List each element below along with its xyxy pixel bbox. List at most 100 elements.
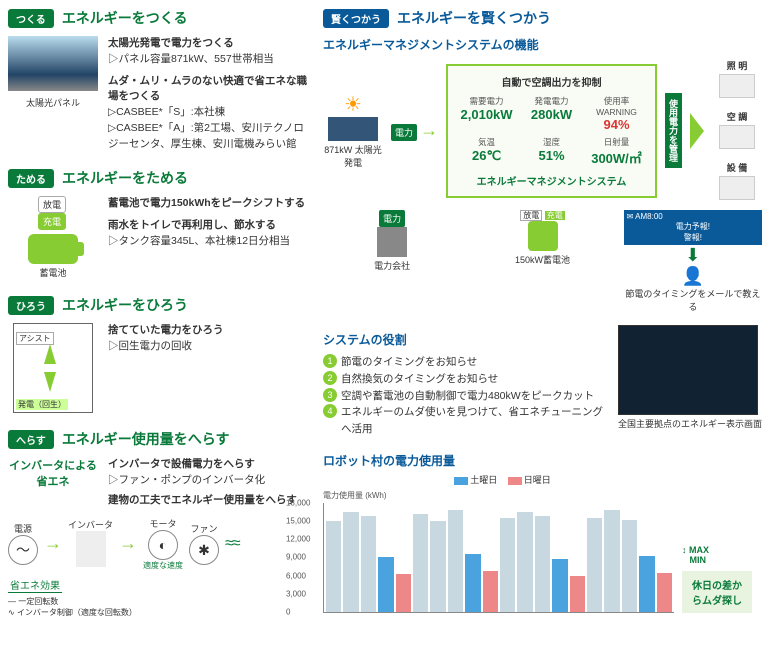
r1: 節電のタイミングをお知らせ bbox=[341, 354, 477, 371]
role-num: 3 bbox=[323, 388, 337, 402]
bar bbox=[604, 510, 619, 612]
r4: エネルギーのムダ使いを見つけて、省エネチューニングへ活用 bbox=[341, 404, 608, 438]
bar bbox=[587, 518, 602, 612]
equipment-icon bbox=[719, 176, 755, 200]
c3l: 使用率 WARNING bbox=[586, 95, 647, 117]
c1v: 2,010kW bbox=[456, 107, 517, 122]
crane-image: アシスト 発電（回生） bbox=[13, 323, 93, 413]
b2a: 放電 bbox=[520, 210, 542, 221]
d-motor-label: モータ bbox=[143, 517, 183, 530]
ems-title: エネルギーマネジメントシステムの機能 bbox=[323, 36, 762, 53]
bar bbox=[430, 521, 445, 612]
tsukuru-line2: ▷パネル容量871kW、557世帯相当 bbox=[108, 52, 307, 68]
solar-mini-image bbox=[328, 117, 378, 141]
mail-box: ✉ AM8:00 電力予報! 警報! bbox=[624, 210, 762, 245]
bar bbox=[517, 512, 532, 612]
wave-icon: ≈≈ bbox=[225, 535, 239, 553]
solar-panel-image bbox=[8, 36, 98, 91]
o1: 照 明 bbox=[719, 59, 755, 72]
section-tsukuru: つくる エネルギーをつくる 太陽光パネル 太陽光発電で電力をつくる ▷パネル容量… bbox=[8, 8, 307, 152]
herasu-side-label: インバータによる省エネ bbox=[8, 457, 98, 489]
fan-icon: ✱ bbox=[189, 535, 219, 565]
bar bbox=[465, 554, 480, 612]
arrow-icon: → bbox=[420, 120, 438, 140]
ac-icon bbox=[719, 125, 755, 149]
herasu-diagram: 電源 〜 → インバータ → モータ ◐ 適度な速度 ファン ✱ bbox=[8, 517, 307, 618]
power-icon: 〜 bbox=[8, 535, 38, 565]
arrow-icon: → bbox=[44, 533, 62, 554]
herasu-line3: 建物の工夫でエネルギー使用量をへらす bbox=[108, 493, 307, 509]
d-fan-label: ファン bbox=[189, 522, 219, 535]
c6v: 300W/㎡ bbox=[586, 148, 647, 167]
c2v: 280kW bbox=[521, 107, 582, 122]
bar bbox=[657, 573, 672, 612]
badge-tsukuru: つくる bbox=[8, 9, 54, 28]
d-speed: 適度な速度 bbox=[143, 560, 183, 571]
c4l: 気温 bbox=[456, 136, 517, 148]
company-icon bbox=[377, 227, 407, 257]
chart-title: ロボット村の電力使用量 bbox=[323, 452, 762, 469]
roles-title: システムの役割 bbox=[323, 331, 608, 348]
hirou-line1: 捨てていた電力をひろう bbox=[108, 323, 307, 339]
section-tameru: ためる エネルギーをためる 放電 充電 蓄電池 蓄電池で電力150kWhをピーク… bbox=[8, 168, 307, 279]
ems-solar-label: 871kW 太陽光発電 bbox=[323, 143, 383, 169]
hirou-line2: ▷回生電力の回收 bbox=[108, 339, 307, 355]
mail3: 警報! bbox=[627, 232, 759, 243]
battery-small-icon bbox=[528, 221, 558, 251]
c5l: 湿度 bbox=[521, 136, 582, 148]
y-axis-title: 電力使用量 (kWh) bbox=[323, 490, 674, 501]
d-ctrl: インバータ制御（適度な回転数） bbox=[17, 608, 137, 617]
badge-herasu: へらす bbox=[8, 430, 54, 449]
big-arrow-icon bbox=[690, 113, 704, 149]
bar bbox=[396, 574, 411, 612]
min-label: MIN bbox=[690, 555, 707, 565]
max-label: MAX bbox=[689, 545, 709, 555]
bar bbox=[326, 521, 341, 612]
tsukuru-line5: ▷CASBEE*「A」:第2工場、安川テクノロジーセンタ、厚生棟、安川電機みらい… bbox=[108, 121, 307, 153]
discharge-tag: 放電 bbox=[38, 196, 66, 213]
c3v: 94% bbox=[586, 117, 647, 132]
bar bbox=[552, 559, 567, 612]
tsukuru-line4: ▷CASBEE*「S」:本社棟 bbox=[108, 105, 307, 121]
ems-row: ☀ 871kW 太陽光発電 電力 → 自動で空調出力を抑制 需要電力2,010k… bbox=[323, 59, 762, 202]
sun-label: 日曜日 bbox=[524, 475, 551, 485]
bar bbox=[343, 512, 358, 612]
herasu-line1: インバータで設備電力をへらす bbox=[108, 457, 307, 473]
charge-tag: 充電 bbox=[38, 213, 66, 230]
eff-label: 省エネ効果 bbox=[8, 581, 62, 593]
section-hirou: ひろう エネルギーをひろう アシスト 発電（回生） 捨てていた電力をひろう ▷回… bbox=[8, 295, 307, 413]
herasu-line2: ▷ファン・ポンプのインバータ化 bbox=[108, 473, 307, 489]
tameru-line3: ▷タンク容量345L、本社棟12日分相当 bbox=[108, 234, 307, 250]
title-herasu: エネルギー使用量をへらす bbox=[62, 429, 230, 449]
badge-hirou: ひろう bbox=[8, 296, 54, 315]
c1l: 需要電力 bbox=[456, 95, 517, 107]
bar bbox=[378, 557, 393, 612]
b1: 電力会社 bbox=[323, 259, 461, 272]
r2: 自然換気のタイミングをお知らせ bbox=[341, 371, 498, 388]
ems-box-title: 自動で空調出力を抑制 bbox=[456, 74, 647, 89]
r3: 空調や蓄電池の自動制御で電力480kWをピークカット bbox=[341, 388, 594, 405]
mail1: AM8:00 bbox=[635, 212, 663, 221]
arrow-icon: → bbox=[119, 533, 137, 554]
role-num: 1 bbox=[323, 354, 337, 368]
inverter-icon bbox=[76, 531, 106, 567]
motor-icon: ◐ bbox=[148, 530, 178, 560]
d-inv-label: インバータ bbox=[68, 518, 113, 531]
tameru-line2: 雨水をトイレで再利用し、節水する bbox=[108, 218, 307, 234]
c2l: 発電電力 bbox=[521, 95, 582, 107]
bar bbox=[535, 516, 550, 612]
ems-box: 自動で空調出力を抑制 需要電力2,010kW 発電電力280kW 使用率 WAR… bbox=[446, 64, 657, 198]
c5v: 51% bbox=[521, 148, 582, 163]
badge-tameru: ためる bbox=[8, 169, 54, 188]
sat-label: 土曜日 bbox=[470, 475, 497, 485]
tsukuru-line3: ムダ・ムリ・ムラのない快適で省エネな職場をつくる bbox=[108, 74, 307, 106]
b1-tag: 電力 bbox=[379, 210, 405, 227]
role-num: 2 bbox=[323, 371, 337, 385]
bar bbox=[500, 518, 515, 612]
c6l: 日射量 bbox=[586, 136, 647, 148]
tsukuru-line1: 太陽光発電で電力をつくる bbox=[108, 36, 307, 52]
sun-icon: ☀ bbox=[323, 92, 383, 117]
d-const: 一定回転数 bbox=[18, 597, 58, 606]
chart-bars: 18,00015,00012,0009,0006,0003,0000 bbox=[323, 503, 674, 613]
role-num: 4 bbox=[323, 404, 337, 418]
